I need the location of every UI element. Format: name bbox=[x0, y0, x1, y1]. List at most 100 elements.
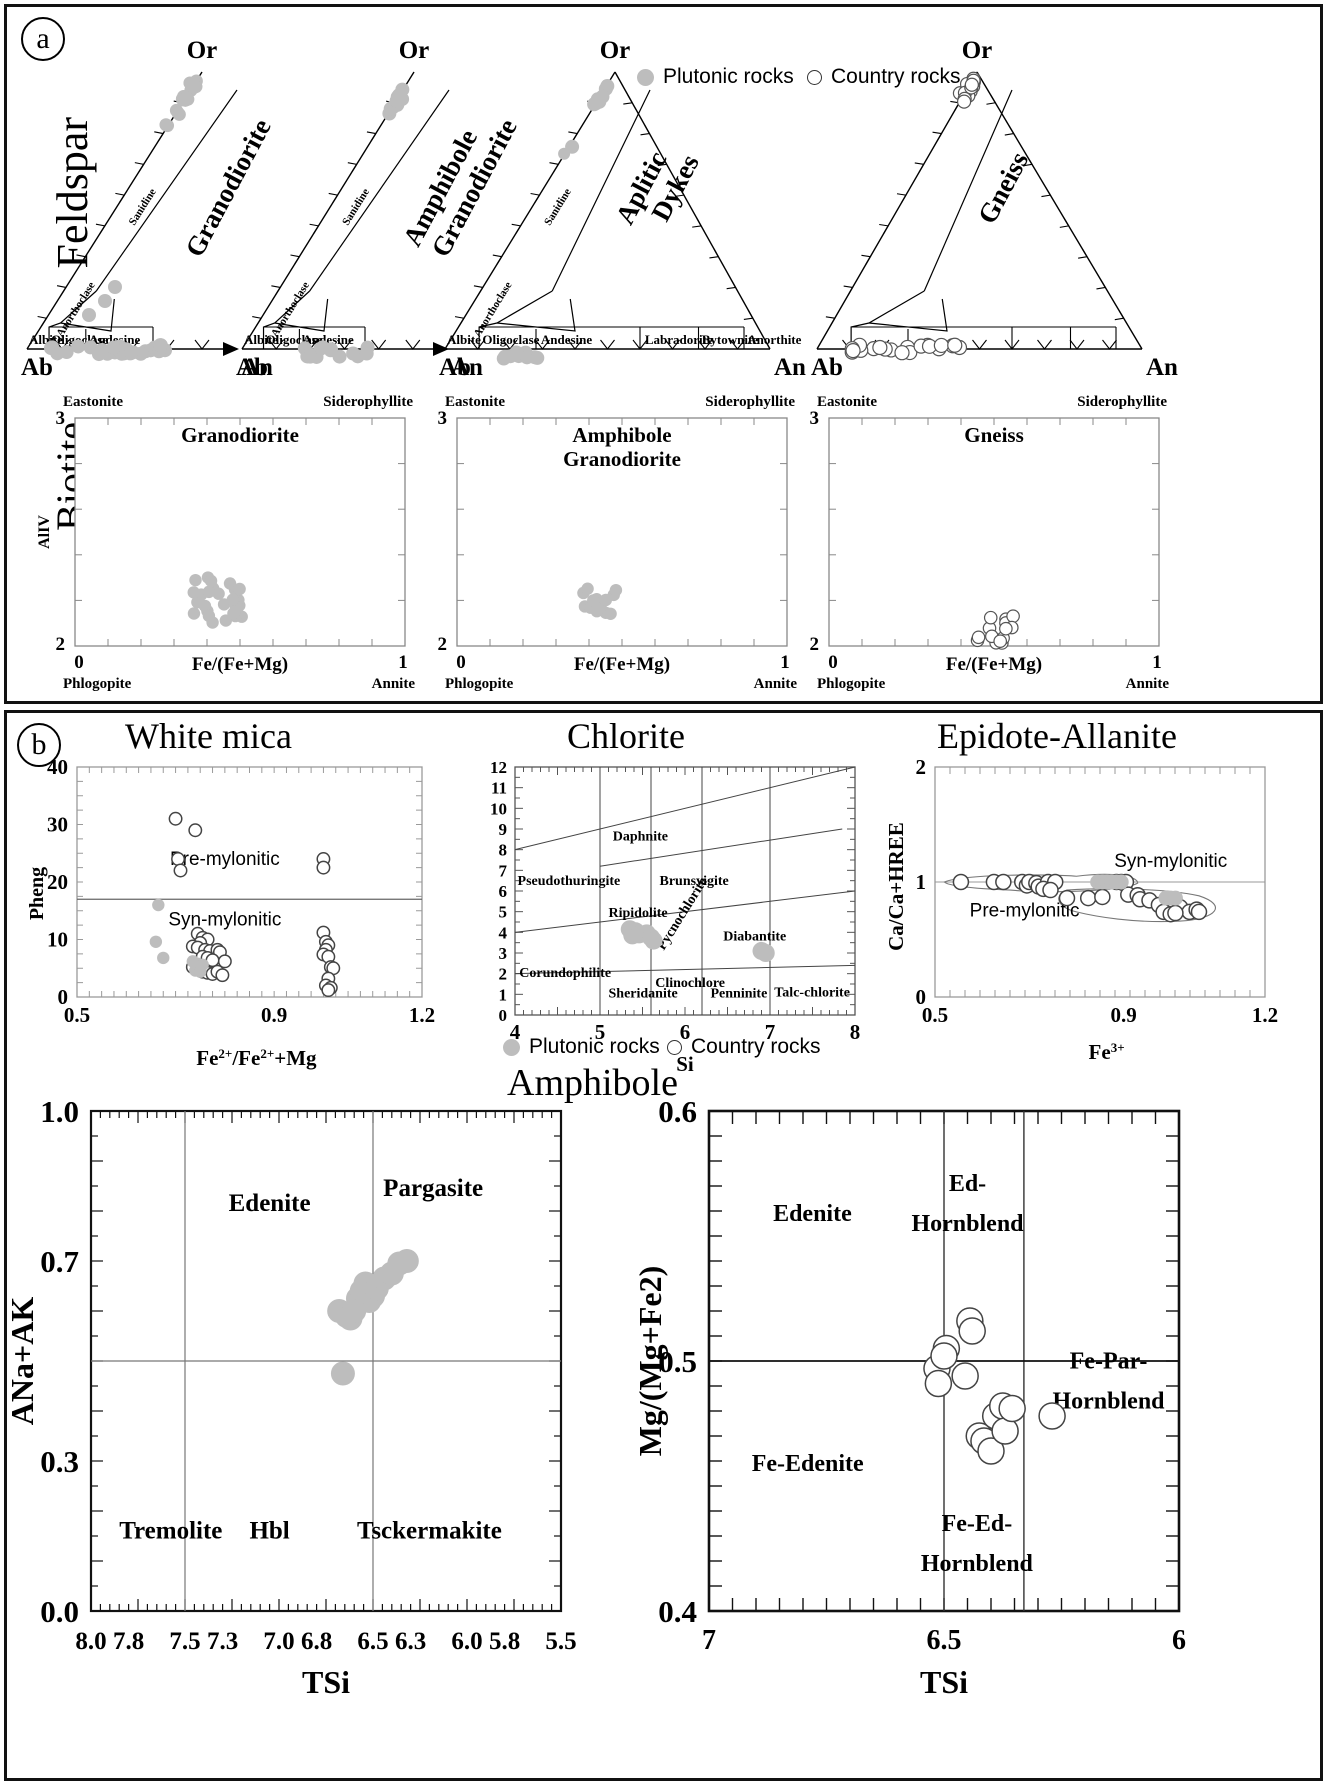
data-point bbox=[395, 1249, 419, 1273]
wm-ytick: 40 bbox=[47, 755, 68, 779]
data-point bbox=[360, 346, 374, 360]
biotite-corner-eastonite: Eastonite bbox=[445, 394, 505, 410]
chl-ytick: 5 bbox=[499, 903, 508, 922]
wm-annot-pre: Pre-mylonitic bbox=[170, 849, 280, 870]
chl-ytick: 6 bbox=[499, 882, 508, 901]
biotite-plot: Eastonite Siderophyllite Phlogopite Annite 3… bbox=[810, 394, 1170, 692]
data-point bbox=[953, 875, 968, 890]
ampr-field-feedhbl-l1: Fe-Ed- bbox=[942, 1511, 1013, 1537]
data-point bbox=[342, 1299, 366, 1323]
title-chlorite: Chlorite bbox=[567, 715, 685, 757]
data-point bbox=[959, 1318, 985, 1344]
plutonic-marker-icon bbox=[503, 1039, 520, 1056]
chlorite-field-label: Talc-chlorite bbox=[774, 985, 850, 1000]
chlorite-field-label: Diabantite bbox=[723, 930, 786, 945]
data-point bbox=[965, 78, 978, 91]
wm-xtick: 0.9 bbox=[261, 1003, 287, 1027]
data-point bbox=[187, 81, 200, 94]
ampl-xtick: 6.0 bbox=[451, 1628, 482, 1655]
biotite-ymin: 2 bbox=[56, 634, 66, 655]
biotite-ymin: 2 bbox=[438, 634, 448, 655]
biotite-corner-annite: Annite bbox=[1126, 676, 1170, 692]
ampr-field-edhbl-l2: Hornblend bbox=[911, 1211, 1024, 1237]
legend-plutonic-b: Plutonic rocks bbox=[503, 1035, 660, 1059]
ampl-ytick: 0.3 bbox=[40, 1444, 79, 1479]
ternary-apex-label: Or bbox=[962, 37, 993, 64]
chlorite-axes: 01234567891011124 5 6 7 8SiDaphnitePseudothu… bbox=[490, 758, 860, 1076]
data-point bbox=[194, 966, 206, 978]
chl-ytick: 4 bbox=[499, 923, 508, 942]
chl-ytick: 12 bbox=[490, 758, 507, 777]
white-mica-chart: 0 10 20 30 40 0.5 0.9 1.2 Pheng Fe2+/Fe2++Mg Pre-m… bbox=[17, 755, 447, 1085]
field-label-albite: Albite bbox=[447, 332, 481, 347]
data-point bbox=[972, 631, 984, 643]
ternary-right-label: An bbox=[774, 354, 806, 381]
ampl-xtick: 7.0 bbox=[263, 1628, 294, 1655]
ampl-xtick: 5.8 bbox=[489, 1628, 520, 1655]
data-point bbox=[152, 899, 164, 911]
field-label-anorthite: Anorthite bbox=[747, 332, 801, 347]
ampl-xtick: 6.5 bbox=[357, 1628, 388, 1655]
ternary-right-label: An bbox=[1146, 354, 1178, 381]
ep-annot-syn: Syn-mylonitic bbox=[1114, 851, 1227, 872]
epidote-axes: 0 1 2 0.5 0.9 1.2 Ca/Ca+HREE Fe3+ Syn-mylonitic P… bbox=[884, 755, 1278, 1064]
chlorite-field-label: Corundophilite bbox=[519, 966, 611, 981]
ampl-field-tsckermakite: Tsckermakite bbox=[357, 1518, 502, 1545]
ternary-left-label: Ab bbox=[811, 354, 843, 381]
data-point bbox=[153, 338, 167, 352]
data-point bbox=[757, 944, 775, 962]
chlorite-field-label: Daphnite bbox=[613, 829, 668, 844]
data-point bbox=[985, 611, 997, 623]
legend-label-country-b: Country rocks bbox=[691, 1035, 821, 1059]
biotite-corner-eastonite: Eastonite bbox=[817, 394, 877, 410]
data-point bbox=[189, 574, 201, 586]
field-label-anorthoclase: Anorthoclase bbox=[472, 280, 515, 339]
data-point bbox=[205, 575, 217, 587]
data-point bbox=[98, 294, 112, 308]
chl-ytick: 0 bbox=[499, 1006, 508, 1025]
chl-ytick: 9 bbox=[499, 820, 508, 839]
data-point bbox=[150, 936, 162, 948]
ampr-field-edhbl-l1: Ed- bbox=[949, 1171, 986, 1197]
epidote-allanite-chart: 0120.5 0.9 1.2Ca/Ca+HREEFe3+Syn-myloniticP… bbox=[857, 755, 1277, 1085]
data-point bbox=[1081, 891, 1096, 906]
amphibole-right-chart: 0.4 0.5 0.6 7 6.5 6 Mg/(Mg+Fe2) TSi Edenite Ed- Ho… bbox=[625, 1101, 1325, 1761]
ampr-ylabel: Mg/(Mg+Fe2) bbox=[632, 1266, 668, 1457]
data-point bbox=[317, 861, 329, 873]
data-point bbox=[996, 875, 1011, 890]
data-point bbox=[157, 952, 169, 964]
ep-xlabel: Fe3+ bbox=[1089, 1040, 1125, 1065]
biotite-xmax: 1 bbox=[780, 652, 790, 673]
biotite-corner-annite: Annite bbox=[372, 676, 416, 692]
biotite-plot: Eastonite Siderophyllite Phlogopite Annite 3… bbox=[438, 394, 798, 692]
feldspar-triangle: OrAbAnSanidineAnorthoclaseAlbiteOligocla… bbox=[21, 37, 277, 381]
data-point bbox=[610, 584, 622, 596]
data-point bbox=[952, 1363, 978, 1389]
data-point bbox=[189, 824, 201, 836]
data-point bbox=[1168, 906, 1183, 921]
data-point bbox=[999, 1396, 1025, 1422]
legend-country-b: Country rocks bbox=[667, 1035, 821, 1059]
data-point bbox=[931, 1343, 957, 1369]
ternary-apex-label: Or bbox=[187, 37, 218, 64]
data-point bbox=[994, 635, 1006, 647]
wm-ylabel: Pheng bbox=[26, 867, 48, 920]
wm-ytick: 30 bbox=[47, 813, 68, 837]
chl-ytick: 7 bbox=[499, 861, 508, 880]
ampl-ylabel: ANa+AK bbox=[4, 1297, 40, 1426]
ampl-xtick: 7.8 bbox=[113, 1628, 144, 1655]
ampl-xtick: 6.8 bbox=[301, 1628, 332, 1655]
data-point bbox=[107, 340, 121, 354]
ampl-field-edenite: Edenite bbox=[229, 1190, 311, 1217]
wm-xtick: 0.5 bbox=[64, 1003, 90, 1027]
feldspar-triangle: OrAb AnGneiss bbox=[811, 37, 1178, 381]
panel-b: b White mica Chlorite Epidote-Allanite 0… bbox=[4, 710, 1323, 1781]
biotite-xmin: 0 bbox=[74, 652, 84, 673]
chl-ytick: 3 bbox=[499, 944, 508, 963]
ampr-xtick: 7 bbox=[702, 1625, 716, 1656]
biotite-plot-title: Granodiorite bbox=[563, 447, 681, 471]
data-point bbox=[558, 148, 570, 160]
field-label-sanidine: Sanidine bbox=[127, 186, 159, 227]
country-marker-icon bbox=[667, 1040, 682, 1055]
biotite-xmax: 1 bbox=[398, 652, 408, 673]
